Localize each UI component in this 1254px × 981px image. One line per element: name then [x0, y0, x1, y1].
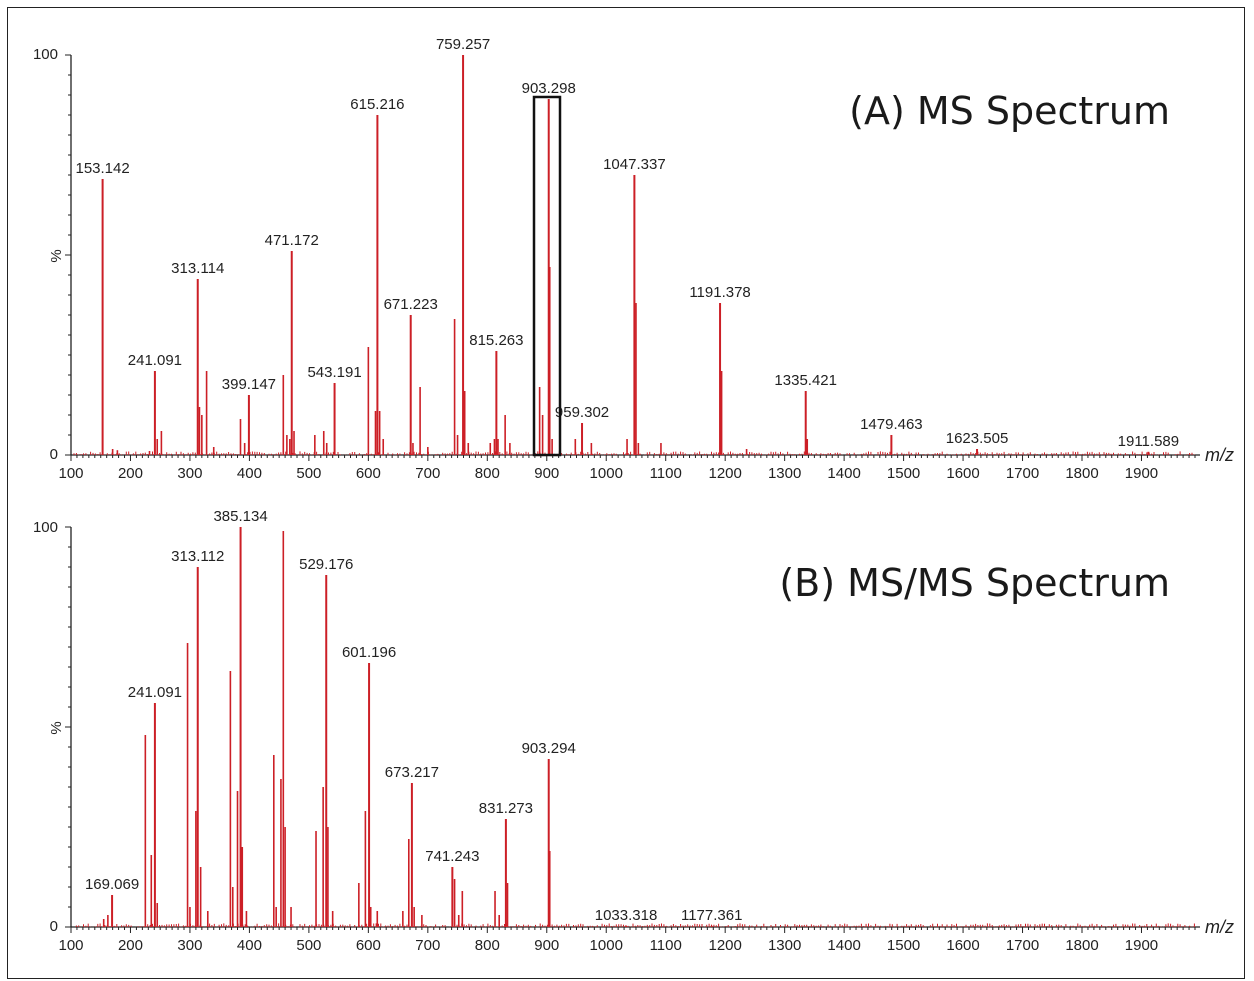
x-tick-label: 1800 [1065, 937, 1098, 954]
peak-label: 959.302 [555, 404, 609, 421]
panel-b-peak-labels: 169.069 241.091 313.112 385.134 529.176 601.1… [85, 508, 742, 924]
x-tick-label: 500 [296, 937, 321, 954]
peak-label: 671.223 [384, 296, 438, 313]
peak-label: 313.114 [171, 260, 224, 277]
panel-b-labeled-peaks [111, 527, 713, 927]
x-tick-label: 100 [58, 937, 83, 954]
panel-a-ms-spectrum: 153.142 241.091 313.114 399.147 471.172 543.1… [33, 36, 1234, 482]
peak-label: 831.273 [479, 800, 533, 817]
peak-label: 241.091 [128, 684, 182, 701]
panel-b-y-tick-100: 100 [33, 519, 58, 536]
x-tick-label: 900 [534, 465, 559, 482]
peak-label: 543.191 [307, 364, 361, 381]
panel-a-x-tick-labels: 100 200 300 400 500 600 700 800 900 1000 1100 1200 1… [58, 465, 1158, 482]
x-tick-label: 900 [534, 937, 559, 954]
x-tick-label: 200 [118, 937, 143, 954]
peak-label: 1033.318 [595, 907, 658, 924]
x-tick-label: 1900 [1125, 465, 1158, 482]
panel-a-labeled-peaks [101, 55, 1150, 455]
x-tick-label: 1100 [650, 465, 682, 482]
panel-b-msms-spectrum: 169.069 241.091 313.112 385.134 529.176 601.1… [33, 508, 1234, 954]
peak-label: 313.112 [171, 548, 224, 565]
peak-label: 673.217 [385, 764, 439, 781]
x-tick-label: 300 [177, 465, 202, 482]
peak-label: 1191.378 [689, 284, 750, 301]
x-tick-label: 800 [475, 465, 500, 482]
peak-label: 741.243 [425, 848, 479, 865]
x-tick-label: 1100 [650, 937, 682, 954]
x-tick-label: 400 [237, 465, 262, 482]
panel-b-y-axis-label: % [48, 721, 65, 734]
x-tick-label: 200 [118, 465, 143, 482]
peak-label: 1911.589 [1118, 433, 1179, 450]
x-tick-label: 600 [356, 465, 381, 482]
panel-a-y-tick-100: 100 [33, 46, 58, 63]
figure-frame [7, 7, 1245, 979]
peak-label: 1623.505 [946, 430, 1009, 447]
x-tick-label: 100 [58, 465, 83, 482]
x-tick-label: 1500 [887, 937, 920, 954]
x-tick-label: 1500 [887, 465, 920, 482]
panel-a-minor-peaks [111, 267, 809, 455]
x-tick-label: 1800 [1065, 465, 1098, 482]
peak-label: 399.147 [222, 376, 276, 393]
panel-b-x-tick-labels: 100 200 300 400 500 600 700 800 900 1000 1100 1200 1… [58, 937, 1158, 954]
x-tick-label: 1000 [590, 465, 623, 482]
peak-label: 1177.361 [681, 907, 742, 924]
peak-label: 169.069 [85, 876, 139, 893]
peak-label: 759.257 [436, 36, 490, 53]
panel-b-x-axis-label: m/z [1205, 917, 1234, 937]
x-tick-label: 700 [415, 465, 440, 482]
peak-label: 529.176 [299, 556, 353, 573]
highlight-box-903 [532, 95, 562, 457]
x-tick-label: 1900 [1125, 937, 1158, 954]
peak-label: 1479.463 [860, 416, 923, 433]
x-tick-label: 1300 [768, 465, 801, 482]
panel-a-x-axis-label: m/z [1205, 445, 1234, 465]
x-tick-label: 700 [415, 937, 440, 954]
x-tick-label: 1700 [1006, 937, 1039, 954]
x-tick-label: 600 [356, 937, 381, 954]
panel-b-minor-peaks [102, 531, 551, 927]
panel-a-peak-labels: 153.142 241.091 313.114 399.147 471.172 543.1… [75, 36, 1179, 450]
peak-label: 903.298 [522, 80, 576, 97]
x-tick-label: 1000 [590, 937, 623, 954]
peak-label: 241.091 [128, 352, 182, 369]
panel-b-y-tick-0: 0 [50, 918, 58, 935]
panel-a-title: (A) MS Spectrum [849, 89, 1170, 133]
x-tick-label: 1600 [946, 465, 979, 482]
peak-label: 1335.421 [774, 372, 837, 389]
peak-label: 1047.337 [603, 156, 666, 173]
peak-label: 615.216 [350, 96, 404, 113]
x-tick-label: 1600 [946, 937, 979, 954]
x-tick-label: 1400 [827, 465, 860, 482]
x-tick-label: 1200 [708, 937, 741, 954]
peak-label: 471.172 [265, 232, 319, 249]
x-tick-label: 400 [237, 937, 262, 954]
panel-a-y-axis-label: % [48, 249, 65, 262]
x-tick-label: 300 [177, 937, 202, 954]
panel-a-y-tick-0: 0 [50, 446, 58, 463]
peak-label: 903.294 [522, 740, 576, 757]
peak-label: 153.142 [75, 160, 129, 177]
x-tick-label: 500 [296, 465, 321, 482]
x-tick-label: 1400 [827, 937, 860, 954]
x-tick-label: 1700 [1006, 465, 1039, 482]
peak-label: 385.134 [213, 508, 267, 525]
panel-b-title: (B) MS/MS Spectrum [779, 561, 1170, 605]
peak-label: 815.263 [469, 332, 523, 349]
x-tick-label: 1300 [768, 937, 801, 954]
peak-label: 601.196 [342, 644, 396, 661]
x-tick-label: 800 [475, 937, 500, 954]
x-tick-label: 1200 [708, 465, 741, 482]
